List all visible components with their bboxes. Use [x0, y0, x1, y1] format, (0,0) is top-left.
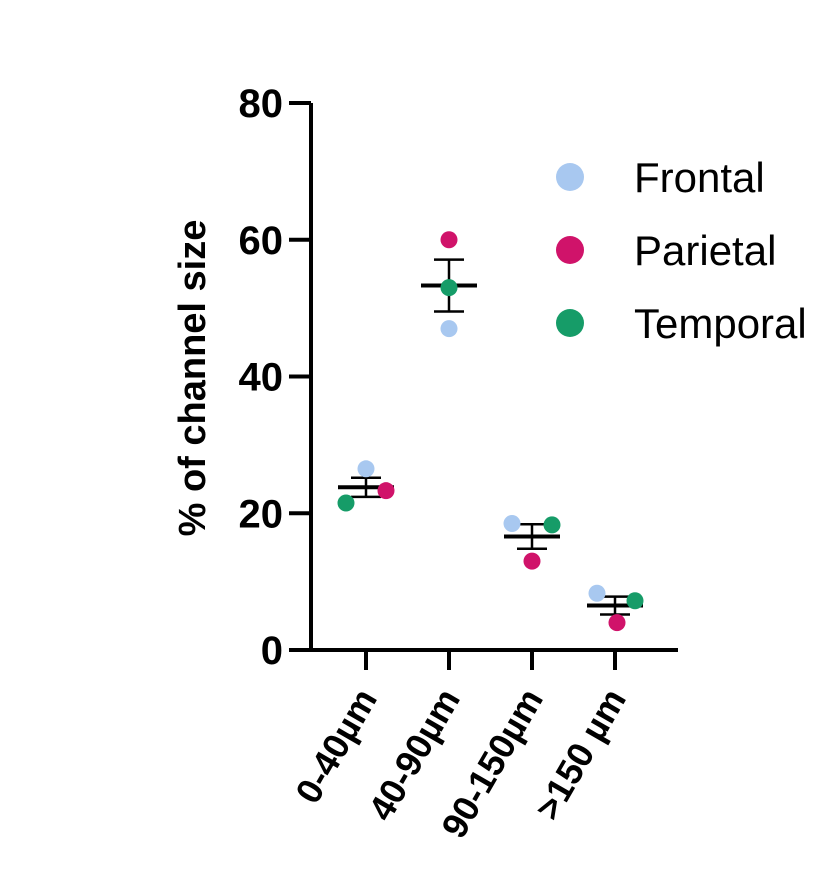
y-tick-label: 20	[239, 492, 284, 536]
summary-bars	[338, 258, 643, 616]
legend-label-temporal: Temporal	[634, 300, 807, 347]
data-point-temporal	[337, 494, 355, 512]
data-point-parietal	[523, 552, 541, 570]
data-point-temporal	[626, 592, 644, 610]
data-point-frontal	[357, 460, 375, 478]
y-tick-label: 40	[239, 356, 284, 400]
data-points	[337, 231, 644, 632]
y-tick-label: 0	[261, 629, 283, 673]
legend: Frontal Parietal Temporal	[556, 154, 807, 347]
data-point-frontal	[503, 515, 521, 533]
data-point-frontal	[588, 584, 606, 602]
legend-marker-temporal	[556, 309, 584, 337]
data-point-parietal	[608, 614, 626, 632]
data-point-parietal	[377, 482, 395, 500]
legend-label-parietal: Parietal	[634, 227, 776, 274]
data-point-frontal	[440, 320, 458, 338]
y-tick-label: 60	[239, 219, 284, 263]
y-axis-title: % of channel size	[172, 220, 214, 537]
mean-error-bar	[504, 522, 560, 551]
data-point-temporal	[440, 279, 458, 297]
data-point-parietal	[440, 231, 458, 249]
legend-label-frontal: Frontal	[634, 154, 765, 201]
legend-marker-parietal	[556, 236, 584, 264]
data-point-temporal	[543, 516, 561, 534]
y-tick-label: 80	[239, 82, 284, 126]
y-axis: 0 20 40 60 80	[239, 82, 313, 673]
legend-marker-frontal	[556, 163, 584, 191]
